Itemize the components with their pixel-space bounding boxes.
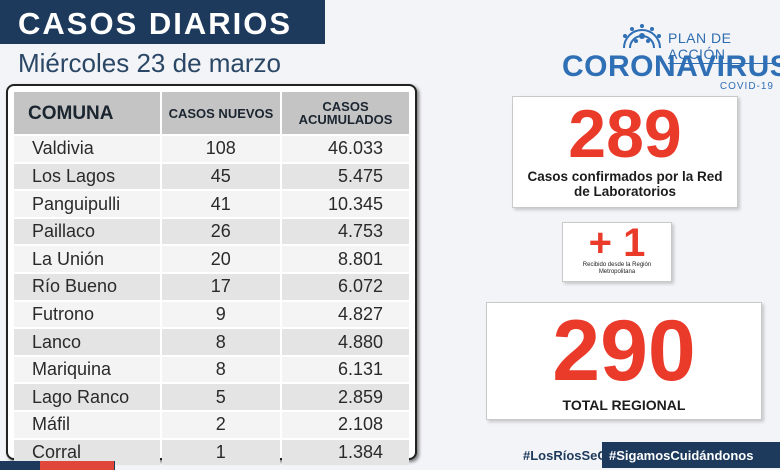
cell-comuna: Futrono <box>14 301 160 328</box>
total-regional-value: 290 <box>552 303 696 399</box>
confirmed-cases-value: 289 <box>568 96 682 172</box>
cell-casos-nuevos: 1 <box>161 439 280 466</box>
cell-casos-acumulados: 2.108 <box>281 412 409 438</box>
cell-casos-acumulados: 8.801 <box>281 246 409 272</box>
cell-casos-acumulados: 5.475 <box>281 163 409 190</box>
cell-casos-acumulados: 6.131 <box>281 356 409 383</box>
cell-comuna: Valdivia <box>14 136 160 162</box>
table-row: Río Bueno 17 6.072 <box>14 274 411 300</box>
confirmed-cases-label: Casos confirmados por la Red de Laborato… <box>527 169 723 199</box>
table-row: Mariquina 8 6.131 <box>14 356 411 383</box>
received-cases-value: + 1 <box>588 221 646 265</box>
cell-casos-acumulados: 4.827 <box>281 301 409 328</box>
cell-casos-acumulados: 1.384 <box>281 439 409 466</box>
cases-table: COMUNA CASOS NUEVOS CASOS ACUMULADOS Val… <box>6 84 417 466</box>
cell-comuna: Corral <box>14 439 160 466</box>
table-row: Máfil 2 2.108 <box>14 412 411 438</box>
received-cases-card: + 1 Recibido desde la Región Metropolita… <box>562 222 672 282</box>
table-row: Paillaco 26 4.753 <box>14 218 411 245</box>
cell-casos-nuevos: 41 <box>161 191 280 217</box>
table-row: Corral 1 1.384 <box>14 439 411 466</box>
table-row: Lago Ranco 5 2.859 <box>14 384 411 410</box>
table-body: Valdivia 108 46.033 Los Lagos 45 5.475 Panguip… <box>14 136 411 466</box>
table-row: Valdivia 108 46.033 <box>14 136 411 162</box>
cell-casos-nuevos: 20 <box>161 246 280 272</box>
table-row: La Unión 20 8.801 <box>14 246 411 272</box>
cell-casos-nuevos: 9 <box>161 301 280 328</box>
cell-casos-nuevos: 5 <box>161 384 280 410</box>
cell-comuna: Panguipulli <box>14 191 160 217</box>
page-title: CASOS DIARIOS <box>18 6 293 41</box>
cell-casos-acumulados: 10.345 <box>281 191 409 217</box>
cell-casos-acumulados: 4.880 <box>281 329 409 355</box>
column-header-comuna: COMUNA <box>14 92 160 134</box>
footer-bar-red <box>40 461 114 470</box>
cell-casos-acumulados: 6.072 <box>281 274 409 300</box>
cell-comuna: Mariquina <box>14 356 160 383</box>
logo-coronavirus-text: CORONAVIRUS <box>562 50 780 83</box>
table-row: Lanco 8 4.880 <box>14 329 411 355</box>
table-row: Panguipulli 41 10.345 <box>14 191 411 217</box>
cell-comuna: Paillaco <box>14 218 160 245</box>
column-header-casos-nuevos: CASOS NUEVOS <box>161 92 281 134</box>
confirmed-cases-card: 289 Casos confirmados por la Red de Labo… <box>512 96 738 208</box>
cell-casos-nuevos: 17 <box>161 274 280 300</box>
cell-casos-acumulados: 46.033 <box>281 136 409 162</box>
cell-comuna: Lanco <box>14 329 160 355</box>
cell-casos-acumulados: 4.753 <box>281 218 409 245</box>
table-row: Los Lagos 45 5.475 <box>14 163 411 190</box>
logo-covid-text: COVID-19 <box>719 81 774 92</box>
page-title-banner: CASOS DIARIOS <box>0 0 325 44</box>
received-cases-label: Recibido desde la Región Metropolitana <box>582 262 652 275</box>
hashtag-sigamos: #SigamosCuidándonos <box>602 442 780 468</box>
cell-casos-nuevos: 108 <box>161 136 280 162</box>
cell-casos-nuevos: 45 <box>161 163 280 190</box>
table-row: Futrono 9 4.827 <box>14 301 411 328</box>
total-regional-label: TOTAL REGIONAL <box>562 397 686 413</box>
table-header: COMUNA CASOS NUEVOS CASOS ACUMULADOS <box>14 92 411 134</box>
cell-casos-acumulados: 2.859 <box>281 384 409 410</box>
date-label: Miércoles 23 de marzo <box>18 48 281 78</box>
cell-comuna: Los Lagos <box>14 163 160 190</box>
column-header-casos-acumulados: CASOS ACUMULADOS <box>282 92 410 134</box>
cell-casos-nuevos: 2 <box>161 412 280 438</box>
total-regional-card: 290 TOTAL REGIONAL <box>486 302 762 420</box>
logo-plan-text: PLAN DE ACCIÓN <box>668 30 780 64</box>
virus-icon <box>623 24 661 49</box>
cell-comuna: Lago Ranco <box>14 384 160 410</box>
cell-comuna: Máfil <box>14 412 160 438</box>
cell-casos-nuevos: 26 <box>161 218 280 245</box>
cell-casos-nuevos: 8 <box>161 329 280 355</box>
plan-coronavirus-logo: PLAN DE ACCIÓN CORONAVIRUS COVID-19 <box>560 22 780 94</box>
cell-casos-nuevos: 8 <box>161 356 280 383</box>
cell-comuna: La Unión <box>14 246 160 272</box>
cell-comuna: Río Bueno <box>14 274 160 300</box>
